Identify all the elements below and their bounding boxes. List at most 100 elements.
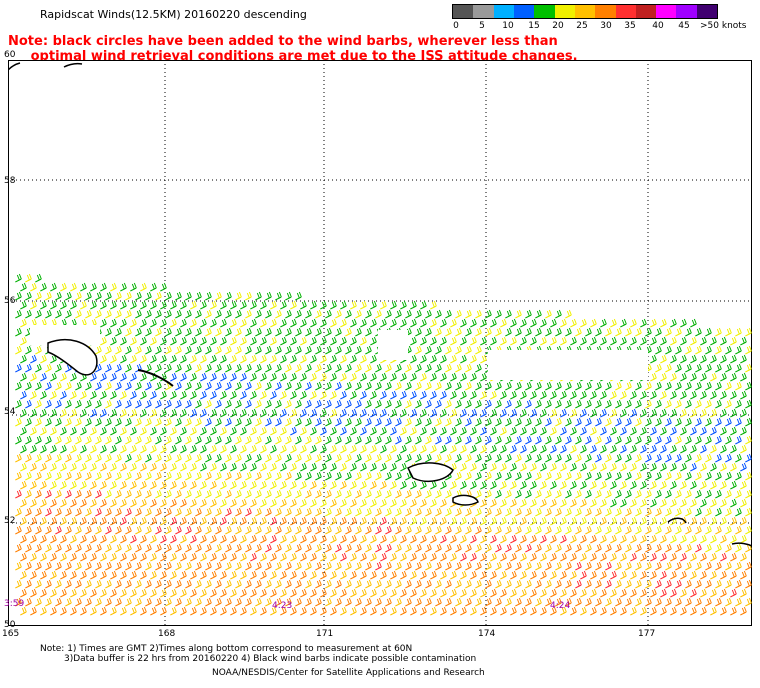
wind-barb [690,606,697,616]
wind-barb [255,309,262,319]
wind-barb [410,444,417,454]
wind-barb [200,498,207,508]
wind-barb [370,372,377,382]
wind-barb [505,327,512,337]
wind-barb [210,444,217,454]
wind-barb [635,417,642,427]
wind-barb [610,336,617,346]
wind-barb [560,336,567,346]
wind-barb [120,588,127,598]
wind-barb [675,525,682,535]
wind-barb [670,426,677,436]
wind-barb [590,426,597,436]
wind-barb [90,408,97,418]
wind-barb [745,327,752,337]
wind-barb [50,390,57,400]
wind-barb [45,363,52,373]
wind-barb [305,507,312,517]
wind-barb [540,408,547,418]
wind-barb [625,327,632,337]
wind-barb [230,390,237,400]
wind-barb [415,363,422,373]
wind-barb [740,552,747,562]
wind-barb [140,390,147,400]
wind-barb [275,489,282,499]
wind-barb [675,381,682,391]
wind-barb [30,354,37,364]
wind-barb [345,579,352,589]
wind-barb [200,408,207,418]
wind-barb [150,354,157,364]
wind-barb [345,543,352,553]
wind-barb [155,579,162,589]
wind-barb [270,354,277,364]
wind-barb [605,525,612,535]
wind-barb [270,570,277,580]
wind-barb [205,579,212,589]
wind-barb [590,606,597,616]
wind-barb [670,570,677,580]
wind-barb [490,570,497,580]
wind-barb [350,570,357,580]
wind-barb [490,534,497,544]
wind-barb [60,552,67,562]
wind-barb [290,336,297,346]
wind-barb [700,444,707,454]
wind-barb [170,390,177,400]
wind-barb [305,543,312,553]
wind-barb [675,579,682,589]
wind-barb [80,588,87,598]
wind-barb [170,588,177,598]
wind-barb [305,309,312,319]
wind-barb [505,543,512,553]
wind-barb [415,399,422,409]
wind-barb [555,561,562,571]
wind-barb [705,327,712,337]
wind-barb [85,435,92,445]
wind-barb [285,327,292,337]
wind-barb [170,552,177,562]
wind-barb [640,498,647,508]
wind-barb [700,390,707,400]
wind-barb [445,453,452,463]
wind-barb [480,462,487,472]
wind-map [8,60,752,626]
wind-barb [610,534,617,544]
wind-barb [515,471,522,481]
wind-barb [585,597,592,607]
wind-barb [500,318,507,328]
wind-barb [70,498,77,508]
wind-barb [515,327,522,337]
wind-barb [305,345,312,355]
wind-barb [505,435,512,445]
wind-barb [15,579,22,589]
wind-barb [190,570,197,580]
wind-barb [460,390,467,400]
wind-barb [20,426,27,436]
wind-barb [595,327,602,337]
wind-barb [730,336,737,346]
wind-barb [685,453,692,463]
wind-barb [470,426,477,436]
wind-barb [255,417,262,427]
wind-barb [710,570,717,580]
wind-barb [110,570,117,580]
wind-barb [105,399,112,409]
wind-barb [280,354,287,364]
wind-barb [595,471,602,481]
wind-barb [490,606,497,616]
wind-barb [725,507,732,517]
wind-barb [400,606,407,616]
wind-barb [25,363,32,373]
wind-barb [390,462,397,472]
wind-barb [145,291,152,301]
wind-barb [35,561,42,571]
wind-barb [205,525,212,535]
wind-barb [325,327,332,337]
wind-barb [160,480,167,490]
wind-barb [135,561,142,571]
wind-barb [460,534,467,544]
wind-barb [420,300,427,310]
wind-barb [295,507,302,517]
wind-barb [640,534,647,544]
